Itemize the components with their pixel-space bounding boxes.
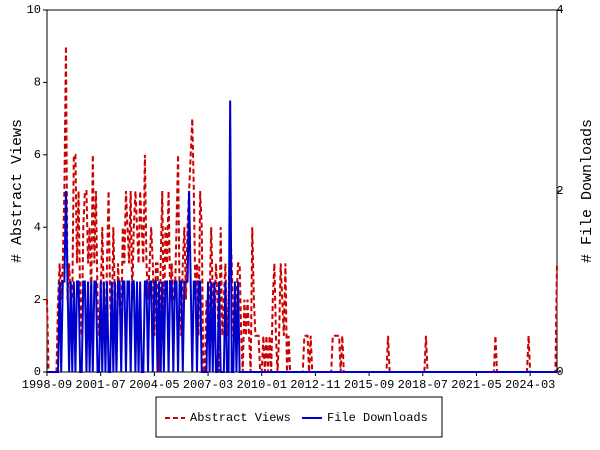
x-tick-label: 2007-03 bbox=[183, 378, 233, 392]
x-tick-label: 1998-09 bbox=[22, 378, 72, 392]
x-tick-label: 2018-07 bbox=[398, 378, 448, 392]
x-tick-label: 2010-01 bbox=[237, 378, 287, 392]
legend-box bbox=[155, 396, 443, 438]
x-tick-label: 2015-09 bbox=[344, 378, 394, 392]
x-tick-label: 2012-11 bbox=[290, 378, 340, 392]
x-tick-label: 2021-05 bbox=[451, 378, 501, 392]
y-tick-label: 8 bbox=[34, 76, 41, 90]
y-tick-label: 2 bbox=[34, 293, 41, 307]
y-tick-label: 4 bbox=[34, 220, 41, 234]
y2-tick-label: 2 bbox=[556, 184, 563, 198]
y2-tick-label: 0 bbox=[556, 365, 563, 379]
x-tick-label: 2001-07 bbox=[75, 378, 125, 392]
y2-axis-title: # File Downloads bbox=[579, 119, 596, 263]
plot-frame bbox=[46, 9, 558, 373]
y-tick-label: 10 bbox=[27, 3, 41, 17]
x-tick-label: 2024-03 bbox=[505, 378, 555, 392]
y-tick-label: 0 bbox=[34, 365, 41, 379]
data-line bbox=[46, 46, 558, 373]
y-tick-label: 6 bbox=[34, 148, 41, 162]
y-axis-title: # Abstract Views bbox=[9, 119, 26, 263]
x-tick-label: 2004-05 bbox=[129, 378, 179, 392]
legend-label: Abstract Views bbox=[190, 411, 291, 425]
data-line bbox=[47, 100, 557, 373]
legend-label: File Downloads bbox=[327, 411, 428, 425]
y2-tick-label: 4 bbox=[556, 3, 563, 17]
